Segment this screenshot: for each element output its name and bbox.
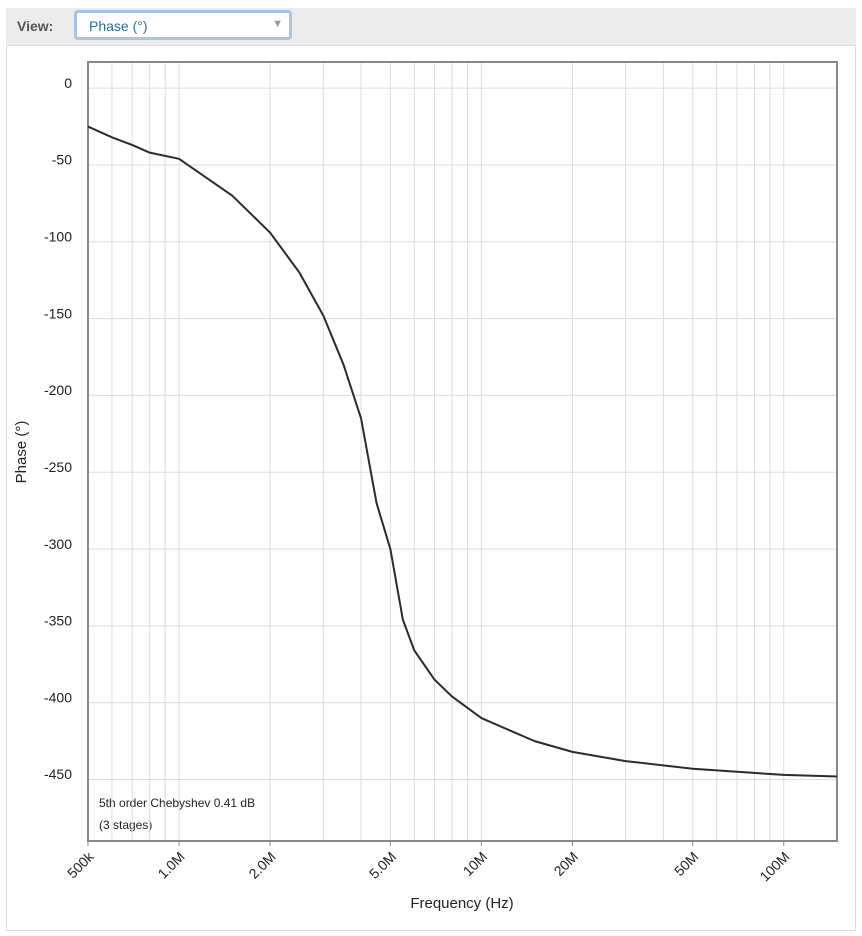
y-tick-label: -300: [44, 536, 72, 552]
x-tick-label: 2.0M: [245, 848, 278, 881]
y-tick-label: -350: [44, 613, 72, 629]
view-select[interactable]: Phase (°) ▼: [74, 10, 292, 40]
annotation: 5th order Chebyshev 0.41 dB: [99, 796, 255, 810]
y-tick-label: -200: [44, 382, 72, 398]
x-tick-label: 5.0M: [366, 848, 399, 881]
x-tick-label: 20M: [551, 848, 582, 879]
x-tick-label: 100M: [756, 848, 792, 884]
y-tick-label: 0: [64, 75, 72, 91]
y-tick-label: -100: [44, 228, 72, 244]
x-tick-label: 500k: [64, 848, 97, 881]
x-tick-label: 10M: [460, 848, 491, 879]
x-tick-label: 50M: [671, 848, 702, 879]
x-tick-label: 1.0M: [154, 848, 187, 881]
view-label: View:: [17, 18, 54, 34]
x-axis-label: Frequency (Hz): [410, 895, 513, 912]
y-tick-label: -50: [52, 152, 72, 168]
y-tick-label: -400: [44, 689, 72, 705]
y-tick-label: -150: [44, 305, 72, 321]
plot-border: [87, 61, 838, 842]
y-tick-label: -450: [44, 766, 72, 782]
phase-line: [87, 125, 838, 778]
view-select-value: Phase (°): [89, 18, 148, 34]
chart-panel: [6, 45, 856, 931]
y-axis-label: Phase (°): [13, 421, 30, 484]
select-arrow: ▼: [272, 18, 283, 30]
annotation: (3 stages): [99, 818, 152, 832]
y-tick-label: -250: [44, 459, 72, 475]
toolbar: View: Phase (°) ▼: [6, 8, 856, 45]
